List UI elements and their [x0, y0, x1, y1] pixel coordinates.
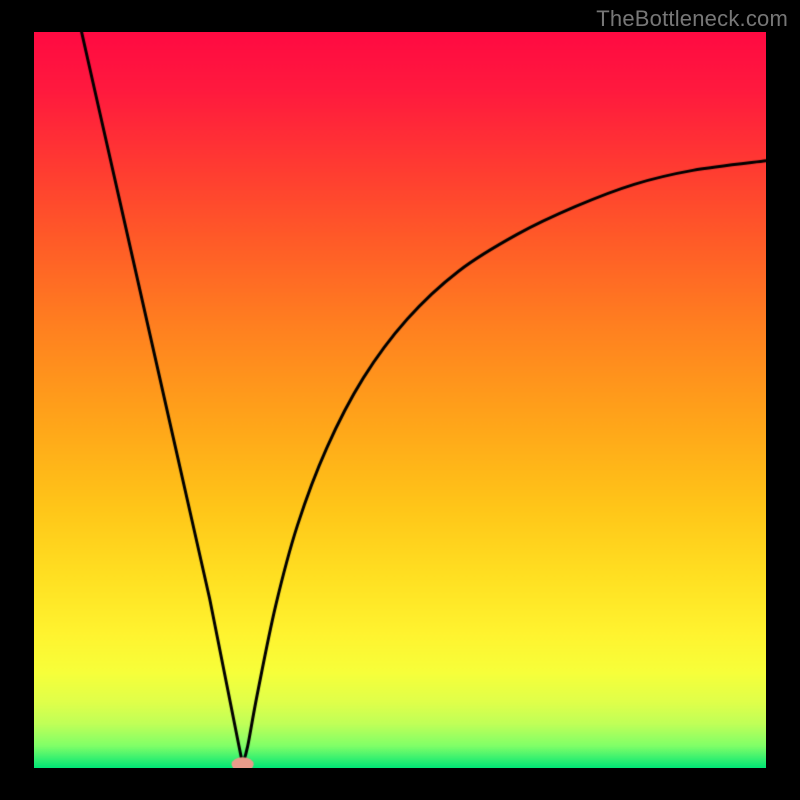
plot-area [34, 32, 766, 768]
gradient-canvas [34, 32, 766, 768]
chart-frame: TheBottleneck.com [0, 0, 800, 800]
watermark-text: TheBottleneck.com [596, 6, 788, 32]
